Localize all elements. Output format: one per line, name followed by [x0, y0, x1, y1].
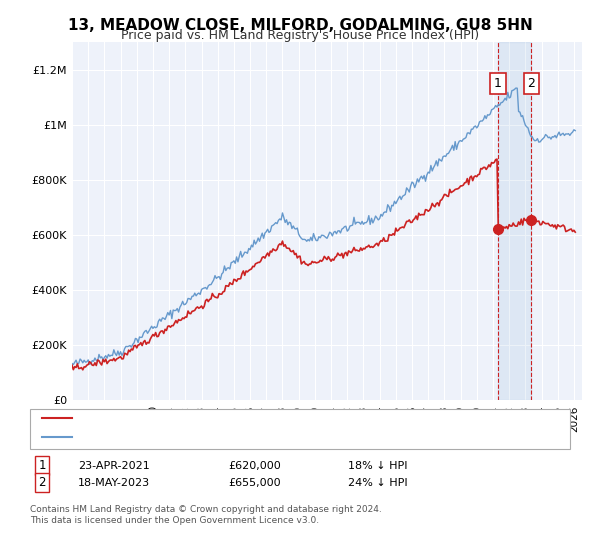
Text: 2: 2 — [527, 77, 535, 90]
Text: 2: 2 — [38, 476, 46, 489]
Text: £620,000: £620,000 — [228, 461, 281, 471]
Text: 1: 1 — [494, 77, 502, 90]
Text: 13, MEADOW CLOSE, MILFORD, GODALMING, GU8 5HN (detached house): 13, MEADOW CLOSE, MILFORD, GODALMING, GU… — [78, 413, 458, 423]
Text: £655,000: £655,000 — [228, 478, 281, 488]
Text: 18% ↓ HPI: 18% ↓ HPI — [348, 461, 407, 471]
Text: 23-APR-2021: 23-APR-2021 — [78, 461, 150, 471]
Text: HPI: Average price, detached house, Waverley: HPI: Average price, detached house, Wave… — [78, 432, 319, 442]
Text: 1: 1 — [38, 459, 46, 473]
Bar — [498, 42, 532, 400]
Text: 18-MAY-2023: 18-MAY-2023 — [78, 478, 150, 488]
Text: 13, MEADOW CLOSE, MILFORD, GODALMING, GU8 5HN: 13, MEADOW CLOSE, MILFORD, GODALMING, GU… — [68, 18, 532, 33]
Text: Contains HM Land Registry data © Crown copyright and database right 2024.
This d: Contains HM Land Registry data © Crown c… — [30, 505, 382, 525]
Text: Price paid vs. HM Land Registry's House Price Index (HPI): Price paid vs. HM Land Registry's House … — [121, 29, 479, 42]
Text: 24% ↓ HPI: 24% ↓ HPI — [348, 478, 407, 488]
